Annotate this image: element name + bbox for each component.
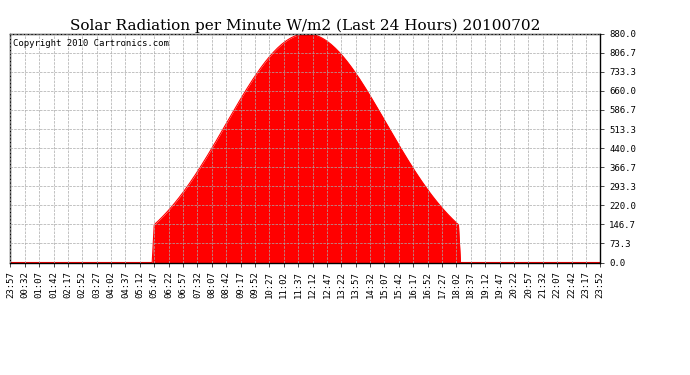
Title: Solar Radiation per Minute W/m2 (Last 24 Hours) 20100702: Solar Radiation per Minute W/m2 (Last 24…	[70, 18, 540, 33]
Text: Copyright 2010 Cartronics.com: Copyright 2010 Cartronics.com	[13, 39, 169, 48]
